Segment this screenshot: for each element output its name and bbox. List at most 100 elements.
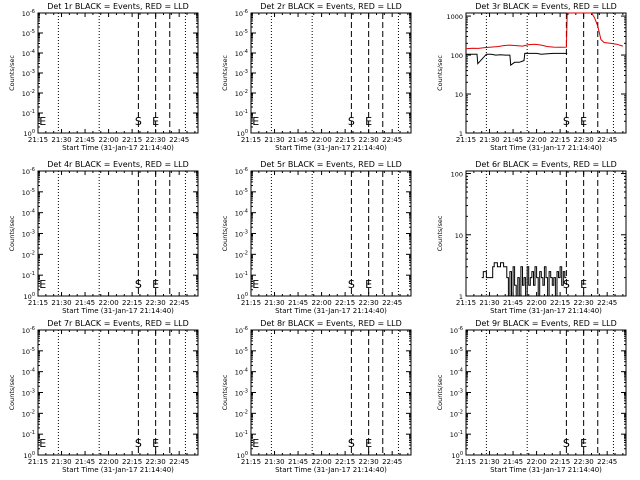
x-tick-label: 21:15 (28, 299, 48, 307)
y-axis-label: Counts/sec (436, 55, 444, 91)
y-tick-label: 10-5 (450, 347, 463, 356)
x-tick-label: 22:30 (574, 299, 594, 307)
chart-title: Det 3r BLACK = Events, RED = LLD (475, 2, 617, 11)
y-tick-label: 10-4 (235, 368, 248, 377)
x-tick-label: 22:00 (98, 299, 118, 307)
y-tick-label: 100 (24, 451, 35, 460)
start-marker: S (563, 115, 570, 128)
x-tick-label: 21:15 (241, 458, 261, 466)
y-tick-label: 10-6 (22, 9, 35, 18)
x-tick-label: 22:00 (311, 458, 331, 466)
y-tick-label: 10-1 (235, 271, 248, 280)
chart-title: Det 1r BLACK = Events, RED = LLD (47, 2, 189, 11)
y-tick-label: 10-4 (450, 368, 463, 377)
y-axis-label: Counts/sec (221, 374, 229, 410)
plot-frame (250, 170, 412, 297)
x-tick-label: 21:45 (288, 136, 308, 144)
y-tick-label: 10-3 (235, 389, 248, 398)
end-marker: E (252, 437, 259, 450)
chart-title: Det 2r BLACK = Events, RED = LLD (260, 2, 402, 11)
x-tick-label: 21:45 (75, 458, 95, 466)
start-marker: S (348, 278, 355, 291)
x-axis-label: Start Time (31-Jan-17 21:14:40) (62, 144, 174, 152)
x-axis-label: Start Time (31-Jan-17 21:14:40) (275, 144, 387, 152)
y-tick-label: 10-6 (235, 9, 248, 18)
y-tick-label: 100 (237, 292, 248, 301)
x-tick-label: 21:45 (288, 458, 308, 466)
y-tick-label: 10-6 (22, 167, 35, 176)
y-tick-label: 10-3 (450, 389, 463, 398)
end-marker: E (152, 437, 159, 450)
x-tick-label: 21:45 (75, 136, 95, 144)
y-axis-label: Counts/sec (8, 55, 16, 91)
y-tick-label: 10-6 (235, 326, 248, 335)
end-marker: E (152, 278, 159, 291)
x-tick-label: 22:00 (526, 458, 546, 466)
x-tick-label: 21:30 (51, 136, 71, 144)
y-tick-label: 10-4 (235, 209, 248, 218)
x-tick-label: 21:30 (264, 136, 284, 144)
x-tick-label: 21:15 (28, 136, 48, 144)
x-tick-label: 21:30 (479, 299, 499, 307)
start-marker: S (135, 115, 142, 128)
y-tick-label: 10-5 (235, 188, 248, 197)
y-tick-label: 10-4 (235, 49, 248, 58)
x-tick-label: 22:45 (169, 458, 189, 466)
y-tick-label: 10-2 (450, 409, 463, 418)
start-marker: S (563, 278, 570, 291)
y-tick-label: 10-1 (235, 109, 248, 118)
x-axis-label: Start Time (31-Jan-17 21:14:40) (62, 307, 174, 315)
plot-frame (465, 170, 627, 297)
x-tick-label: 22:45 (597, 458, 617, 466)
end-marker: E (365, 278, 372, 291)
x-tick-label: 21:15 (241, 299, 261, 307)
x-tick-label: 22:15 (335, 136, 355, 144)
x-tick-label: 22:15 (550, 299, 570, 307)
x-tick-label: 21:30 (264, 458, 284, 466)
y-tick-label: 10-4 (22, 49, 35, 58)
x-tick-label: 21:45 (503, 458, 523, 466)
y-tick-label: 100 (452, 451, 463, 460)
y-tick-label: 100 (24, 292, 35, 301)
x-tick-label: 22:00 (98, 136, 118, 144)
y-tick-label: 10-2 (22, 89, 35, 98)
y-tick-label: 10-5 (22, 188, 35, 197)
x-axis-label: Start Time (31-Jan-17 21:14:40) (490, 466, 602, 474)
x-axis-label: Start Time (31-Jan-17 21:14:40) (275, 466, 387, 474)
x-tick-label: 22:30 (574, 136, 594, 144)
x-tick-label: 21:30 (51, 299, 71, 307)
y-tick-label: 10-3 (22, 69, 35, 78)
end-marker: E (252, 115, 259, 128)
y-tick-label: 100 (451, 171, 463, 179)
end-marker: E (39, 115, 46, 128)
end-marker: E (252, 278, 259, 291)
x-tick-label: 22:30 (146, 458, 166, 466)
y-axis-label: Counts/sec (8, 215, 16, 251)
x-tick-label: 21:30 (264, 299, 284, 307)
y-tick-label: 10-1 (450, 430, 463, 439)
y-tick-label: 10-2 (235, 250, 248, 259)
x-tick-label: 21:15 (456, 136, 476, 144)
x-tick-label: 22:00 (526, 299, 546, 307)
x-tick-label: 22:30 (146, 299, 166, 307)
y-tick-label: 10-3 (22, 389, 35, 398)
end-marker: E (39, 437, 46, 450)
y-axis-label: Counts/sec (221, 55, 229, 91)
x-tick-label: 22:30 (359, 458, 379, 466)
x-tick-label: 22:45 (382, 299, 402, 307)
y-tick-label: 10-1 (22, 109, 35, 118)
x-tick-label: 22:00 (98, 458, 118, 466)
x-tick-label: 21:45 (503, 299, 523, 307)
y-tick-label: 10-3 (235, 69, 248, 78)
x-tick-label: 22:30 (359, 299, 379, 307)
y-tick-label: 10-5 (22, 347, 35, 356)
y-tick-label: 10-4 (22, 368, 35, 377)
y-tick-label: 10-2 (22, 409, 35, 418)
events-series-line (466, 52, 568, 67)
